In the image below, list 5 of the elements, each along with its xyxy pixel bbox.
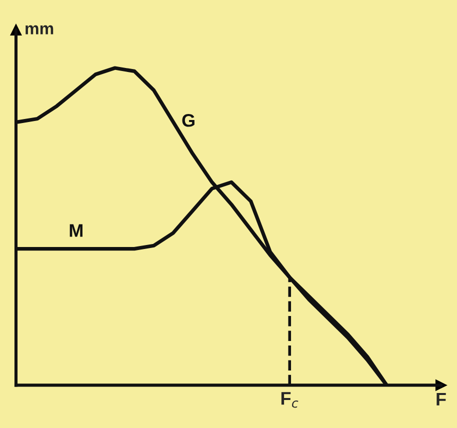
series-label: G <box>182 114 194 127</box>
x-axis-title: F <box>436 392 446 406</box>
series-label: M <box>70 224 82 237</box>
text: F$_{c}$ <box>281 392 298 408</box>
y-axis-title: mm <box>26 25 54 34</box>
